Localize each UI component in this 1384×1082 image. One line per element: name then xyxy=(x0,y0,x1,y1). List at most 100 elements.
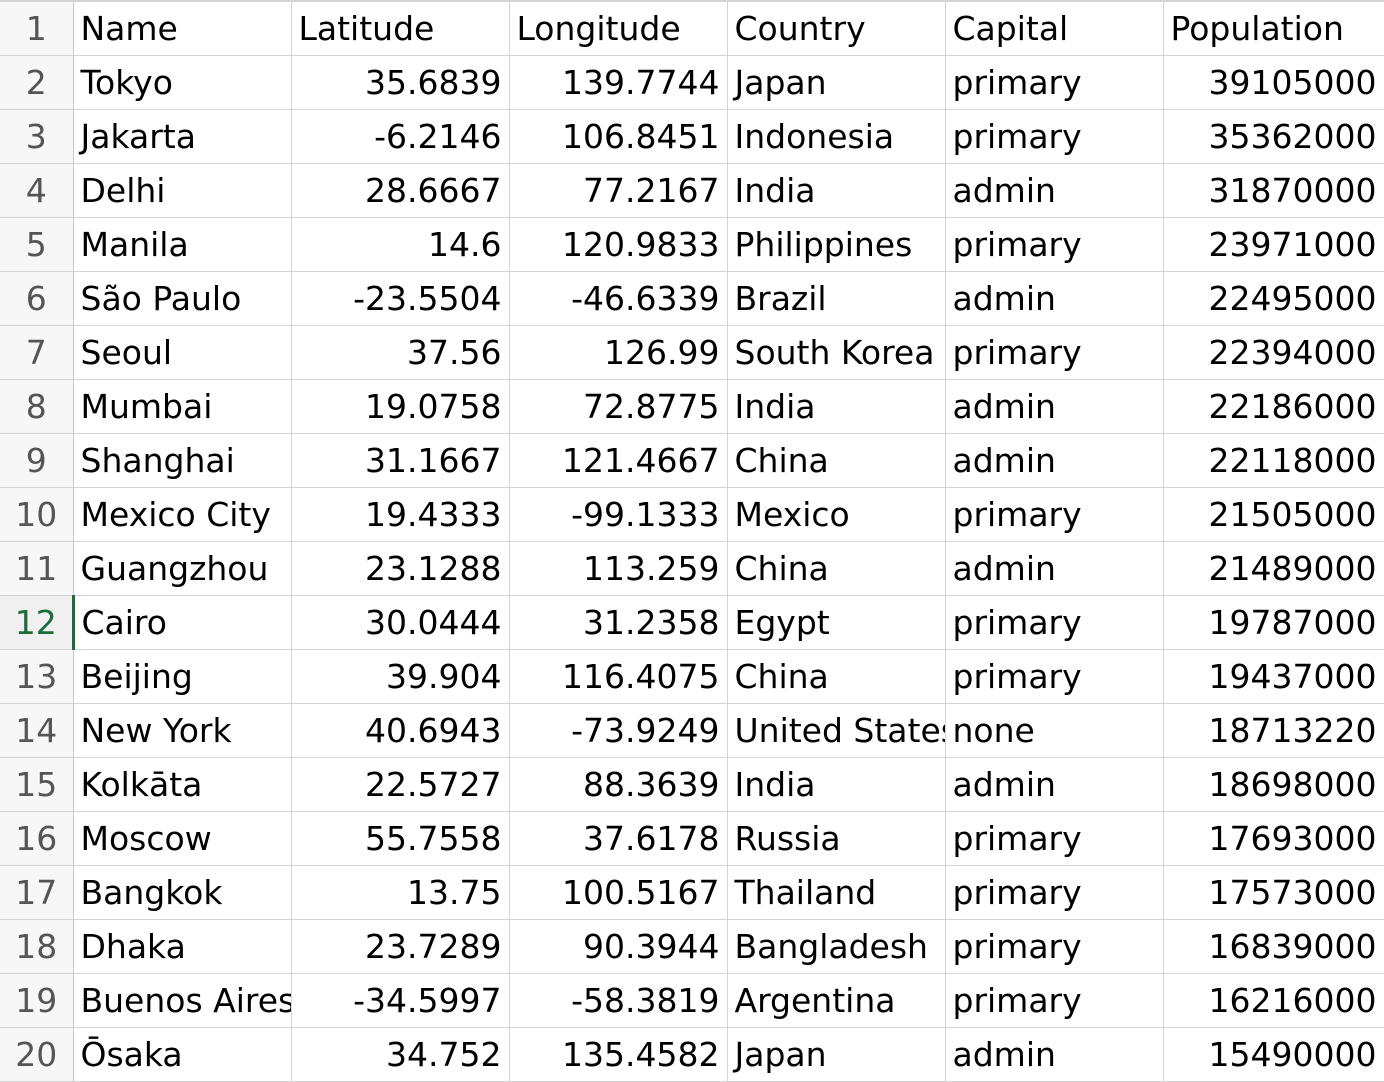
cell-country[interactable]: Egypt xyxy=(727,595,946,650)
cell-longitude[interactable]: 113.259 xyxy=(509,541,728,596)
row-number[interactable]: 3 xyxy=(0,109,74,164)
cell-population[interactable]: 15490000 xyxy=(1163,1027,1384,1082)
cell-name[interactable]: Beijing xyxy=(73,649,292,704)
row-number[interactable]: 4 xyxy=(0,163,74,218)
cell-capital[interactable]: primary xyxy=(945,325,1164,380)
cell-country[interactable]: Philippines xyxy=(727,217,946,272)
cell-latitude[interactable]: -34.5997 xyxy=(291,973,510,1028)
cell-country[interactable]: Japan xyxy=(727,55,946,110)
cell-latitude[interactable]: 35.6839 xyxy=(291,55,510,110)
row-number[interactable]: 13 xyxy=(0,649,74,704)
cell-latitude[interactable]: 28.6667 xyxy=(291,163,510,218)
row-number[interactable]: 8 xyxy=(0,379,74,434)
cell-population[interactable]: 18713220 xyxy=(1163,703,1384,758)
cell-latitude[interactable]: 31.1667 xyxy=(291,433,510,488)
header-cell-capital[interactable]: Capital xyxy=(945,0,1164,56)
row-number[interactable]: 12 xyxy=(0,595,75,650)
cell-latitude[interactable]: 23.7289 xyxy=(291,919,510,974)
cell-population[interactable]: 31870000 xyxy=(1163,163,1384,218)
cell-name[interactable]: Jakarta xyxy=(73,109,292,164)
cell-latitude[interactable]: -6.2146 xyxy=(291,109,510,164)
cell-longitude[interactable]: 88.3639 xyxy=(509,757,728,812)
cell-capital[interactable]: admin xyxy=(945,271,1164,326)
cell-country[interactable]: China xyxy=(727,433,946,488)
cell-population[interactable]: 17693000 xyxy=(1163,811,1384,866)
cell-name[interactable]: Manila xyxy=(73,217,292,272)
cell-name[interactable]: São Paulo xyxy=(73,271,292,326)
cell-latitude[interactable]: 19.0758 xyxy=(291,379,510,434)
cell-capital[interactable]: admin xyxy=(945,541,1164,596)
cell-longitude[interactable]: 90.3944 xyxy=(509,919,728,974)
cell-country[interactable]: South Korea xyxy=(727,325,946,380)
cell-capital[interactable]: primary xyxy=(945,595,1164,650)
cell-longitude[interactable]: 135.4582 xyxy=(509,1027,728,1082)
row-number[interactable]: 18 xyxy=(0,919,74,974)
cell-longitude[interactable]: 116.4075 xyxy=(509,649,728,704)
cell-capital[interactable]: admin xyxy=(945,757,1164,812)
row-number[interactable]: 17 xyxy=(0,865,74,920)
cell-capital[interactable]: primary xyxy=(945,487,1164,542)
cell-name[interactable]: Dhaka xyxy=(73,919,292,974)
header-cell-country[interactable]: Country xyxy=(727,0,946,56)
cell-name[interactable]: Bangkok xyxy=(73,865,292,920)
cell-name[interactable]: Shanghai xyxy=(73,433,292,488)
cell-population[interactable]: 16216000 xyxy=(1163,973,1384,1028)
cell-latitude[interactable]: 39.904 xyxy=(291,649,510,704)
cell-name[interactable]: Cairo xyxy=(73,595,292,650)
cell-country[interactable]: Brazil xyxy=(727,271,946,326)
row-number[interactable]: 5 xyxy=(0,217,74,272)
cell-name[interactable]: Kolkāta xyxy=(73,757,292,812)
cell-country[interactable]: Argentina xyxy=(727,973,946,1028)
cell-latitude[interactable]: 30.0444 xyxy=(291,595,510,650)
cell-population[interactable]: 22495000 xyxy=(1163,271,1384,326)
cell-capital[interactable]: primary xyxy=(945,973,1164,1028)
cell-capital[interactable]: primary xyxy=(945,109,1164,164)
cell-country[interactable]: India xyxy=(727,757,946,812)
cell-population[interactable]: 18698000 xyxy=(1163,757,1384,812)
cell-longitude[interactable]: -99.1333 xyxy=(509,487,728,542)
cell-longitude[interactable]: 106.8451 xyxy=(509,109,728,164)
row-number[interactable]: 2 xyxy=(0,55,74,110)
cell-name[interactable]: Ōsaka xyxy=(73,1027,292,1082)
cell-name[interactable]: Mumbai xyxy=(73,379,292,434)
cell-name[interactable]: Mexico City xyxy=(73,487,292,542)
cell-latitude[interactable]: 19.4333 xyxy=(291,487,510,542)
cell-country[interactable]: India xyxy=(727,379,946,434)
cell-name[interactable]: Buenos Aires xyxy=(73,973,292,1028)
cell-longitude[interactable]: 31.2358 xyxy=(509,595,728,650)
cell-longitude[interactable]: 37.6178 xyxy=(509,811,728,866)
row-number[interactable]: 15 xyxy=(0,757,74,812)
cell-longitude[interactable]: -46.6339 xyxy=(509,271,728,326)
row-number[interactable]: 10 xyxy=(0,487,74,542)
cell-capital[interactable]: primary xyxy=(945,649,1164,704)
cell-population[interactable]: 22186000 xyxy=(1163,379,1384,434)
cell-population[interactable]: 16839000 xyxy=(1163,919,1384,974)
cell-capital[interactable]: primary xyxy=(945,811,1164,866)
cell-latitude[interactable]: 37.56 xyxy=(291,325,510,380)
cell-population[interactable]: 21489000 xyxy=(1163,541,1384,596)
cell-longitude[interactable]: 100.5167 xyxy=(509,865,728,920)
cell-longitude[interactable]: 126.99 xyxy=(509,325,728,380)
cell-latitude[interactable]: 34.752 xyxy=(291,1027,510,1082)
cell-capital[interactable]: primary xyxy=(945,217,1164,272)
header-cell-population[interactable]: Population xyxy=(1163,0,1384,56)
header-cell-name[interactable]: Name xyxy=(73,0,292,56)
cell-name[interactable]: Moscow xyxy=(73,811,292,866)
cell-capital[interactable]: admin xyxy=(945,379,1164,434)
row-number[interactable]: 16 xyxy=(0,811,74,866)
cell-population[interactable]: 22118000 xyxy=(1163,433,1384,488)
cell-longitude[interactable]: 121.4667 xyxy=(509,433,728,488)
cell-latitude[interactable]: 13.75 xyxy=(291,865,510,920)
row-number[interactable]: 11 xyxy=(0,541,74,596)
cell-longitude[interactable]: 139.7744 xyxy=(509,55,728,110)
cell-name[interactable]: Seoul xyxy=(73,325,292,380)
cell-population[interactable]: 22394000 xyxy=(1163,325,1384,380)
header-cell-latitude[interactable]: Latitude xyxy=(291,0,510,56)
row-number[interactable]: 14 xyxy=(0,703,74,758)
header-cell-longitude[interactable]: Longitude xyxy=(509,0,728,56)
cell-name[interactable]: Delhi xyxy=(73,163,292,218)
cell-population[interactable]: 19437000 xyxy=(1163,649,1384,704)
cell-population[interactable]: 23971000 xyxy=(1163,217,1384,272)
cell-longitude[interactable]: -58.3819 xyxy=(509,973,728,1028)
cell-latitude[interactable]: 55.7558 xyxy=(291,811,510,866)
